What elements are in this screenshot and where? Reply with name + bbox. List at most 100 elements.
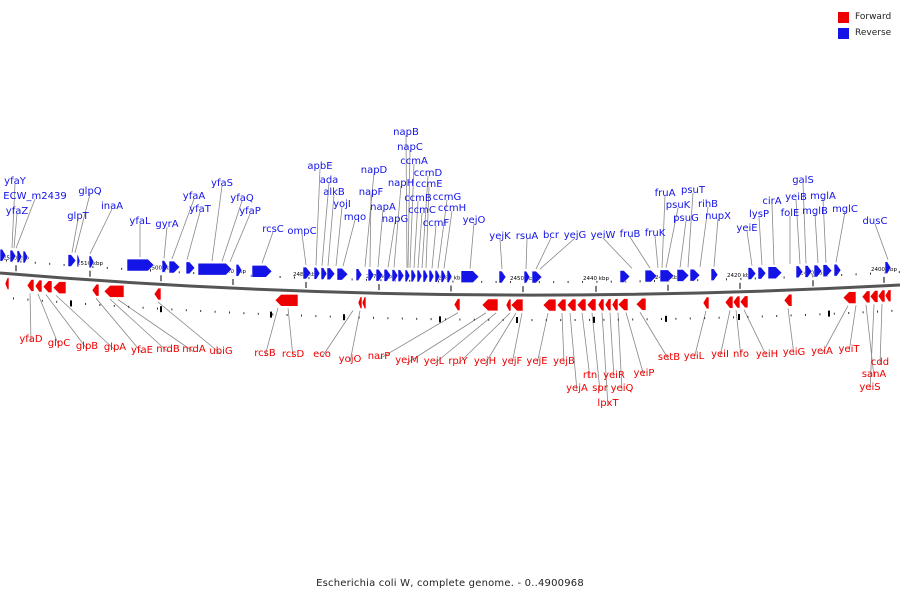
forward-gene-arrow: [103, 285, 125, 298]
minor-tick: [438, 280, 439, 283]
label-leader: [693, 310, 707, 360]
minor-tick: [272, 313, 274, 316]
minor-tick: [128, 305, 130, 308]
minor-tick: [409, 279, 411, 282]
major-tick: [270, 311, 272, 318]
reverse-gene-label: rihB: [698, 199, 718, 210]
minor-tick: [661, 318, 662, 321]
reverse-gene-arrow: [644, 269, 658, 283]
forward-gene-arrow: [26, 279, 35, 292]
forward-gene-label: yejH: [474, 356, 496, 367]
legend-item-forward: Forward: [838, 9, 891, 25]
forward-gene-arrow: [884, 289, 892, 302]
minor-tick: [891, 309, 893, 312]
forward-gene-label: glpB: [76, 341, 98, 352]
forward-gene-arrow: [4, 277, 10, 290]
label-leader: [879, 303, 883, 366]
minor-tick: [870, 272, 871, 275]
label-leader: [335, 206, 343, 267]
forward-gene-arrow: [556, 298, 567, 312]
reverse-gene-arrow: [126, 258, 155, 272]
reverse-gene-arrow: [710, 268, 719, 281]
label-leader: [535, 237, 552, 270]
gene-arrows: [0, 248, 892, 312]
reverse-gene-label: ada: [320, 175, 339, 186]
label-leader: [417, 212, 423, 269]
reverse-gene-arrow: [336, 267, 349, 281]
reverse-gene-arrow: [531, 270, 543, 284]
reverse-gene-arrow: [161, 260, 169, 273]
forward-gene-label: yejA: [566, 383, 588, 394]
label-leader: [378, 312, 459, 360]
minor-tick: [452, 280, 454, 283]
label-leader: [591, 312, 601, 392]
forward-gene-arrow: [357, 296, 363, 309]
reverse-gene-label: napG: [382, 214, 409, 225]
minor-tick: [459, 318, 461, 321]
reverse-gene-label: yeiW: [591, 230, 616, 241]
major-tick: [439, 316, 441, 323]
minor-tick: [603, 318, 605, 321]
major-tick: [738, 313, 740, 320]
reverse-gene-label: yfaS: [211, 178, 233, 189]
minor-tick: [200, 310, 202, 313]
minor-tick: [610, 280, 612, 283]
reverse-gene-arrow: [88, 255, 95, 269]
label-leader: [211, 185, 223, 262]
minor-tick: [560, 319, 562, 322]
label-leader: [735, 310, 742, 358]
reverse-gene-arrow: [410, 269, 417, 283]
forward-gene-label: rplY: [448, 356, 468, 367]
minor-tick: [171, 308, 173, 311]
minor-tick: [855, 273, 857, 276]
minor-tick: [733, 316, 734, 319]
reverse-gene-arrow: [676, 269, 690, 282]
label-leader: [109, 298, 169, 353]
label-leader: [625, 312, 645, 377]
label-leader: [431, 225, 437, 269]
label-leader: [95, 297, 143, 354]
label-leader: [327, 194, 335, 266]
reverse-gene-arrow: [434, 270, 441, 283]
forward-gene-label: yejL: [424, 356, 445, 367]
label-leader: [321, 310, 354, 358]
label-leader: [802, 182, 807, 264]
forward-gene-label: sanA: [862, 369, 887, 380]
minor-tick: [596, 280, 598, 283]
minor-tick: [49, 262, 51, 265]
forward-gene-label: nrdA: [182, 344, 206, 355]
label-leaders: [11, 134, 889, 407]
reverse-swatch: [838, 27, 849, 39]
reverse-gene-arrow: [168, 260, 181, 274]
label-leader: [874, 223, 889, 260]
reverse-gene-label: yfaA: [183, 191, 206, 202]
minor-tick: [99, 303, 101, 306]
forward-gene-label: yeiA: [811, 346, 833, 357]
minor-tick: [675, 317, 677, 320]
minor-tick: [754, 277, 756, 280]
label-leader: [117, 299, 195, 353]
label-leader: [221, 200, 243, 262]
label-leader: [499, 238, 503, 270]
minor-tick: [401, 317, 403, 320]
reverse-gene-arrow: [235, 263, 243, 277]
forward-gene-arrow: [52, 281, 67, 294]
label-leader: [457, 312, 511, 365]
label-leader: [377, 209, 384, 268]
reverse-gene-label: galS: [792, 175, 814, 186]
forward-gene-arrow: [869, 290, 879, 303]
minor-tick: [747, 315, 749, 318]
reverse-gene-label: glpT: [67, 211, 89, 222]
label-leader: [822, 198, 827, 263]
label-leader: [511, 312, 523, 365]
reverse-gene-label: napD: [361, 165, 388, 176]
forward-gene-arrow: [597, 298, 605, 312]
label-leader: [795, 199, 801, 264]
reverse-gene-arrow: [767, 266, 783, 280]
minor-tick: [387, 317, 389, 320]
reverse-gene-arrow: [416, 269, 423, 283]
forward-gene-arrow: [586, 298, 597, 312]
label-leader: [821, 305, 849, 355]
forward-gene-label: yeiS: [859, 382, 880, 393]
reverse-gene-label: ccmH: [438, 203, 466, 214]
